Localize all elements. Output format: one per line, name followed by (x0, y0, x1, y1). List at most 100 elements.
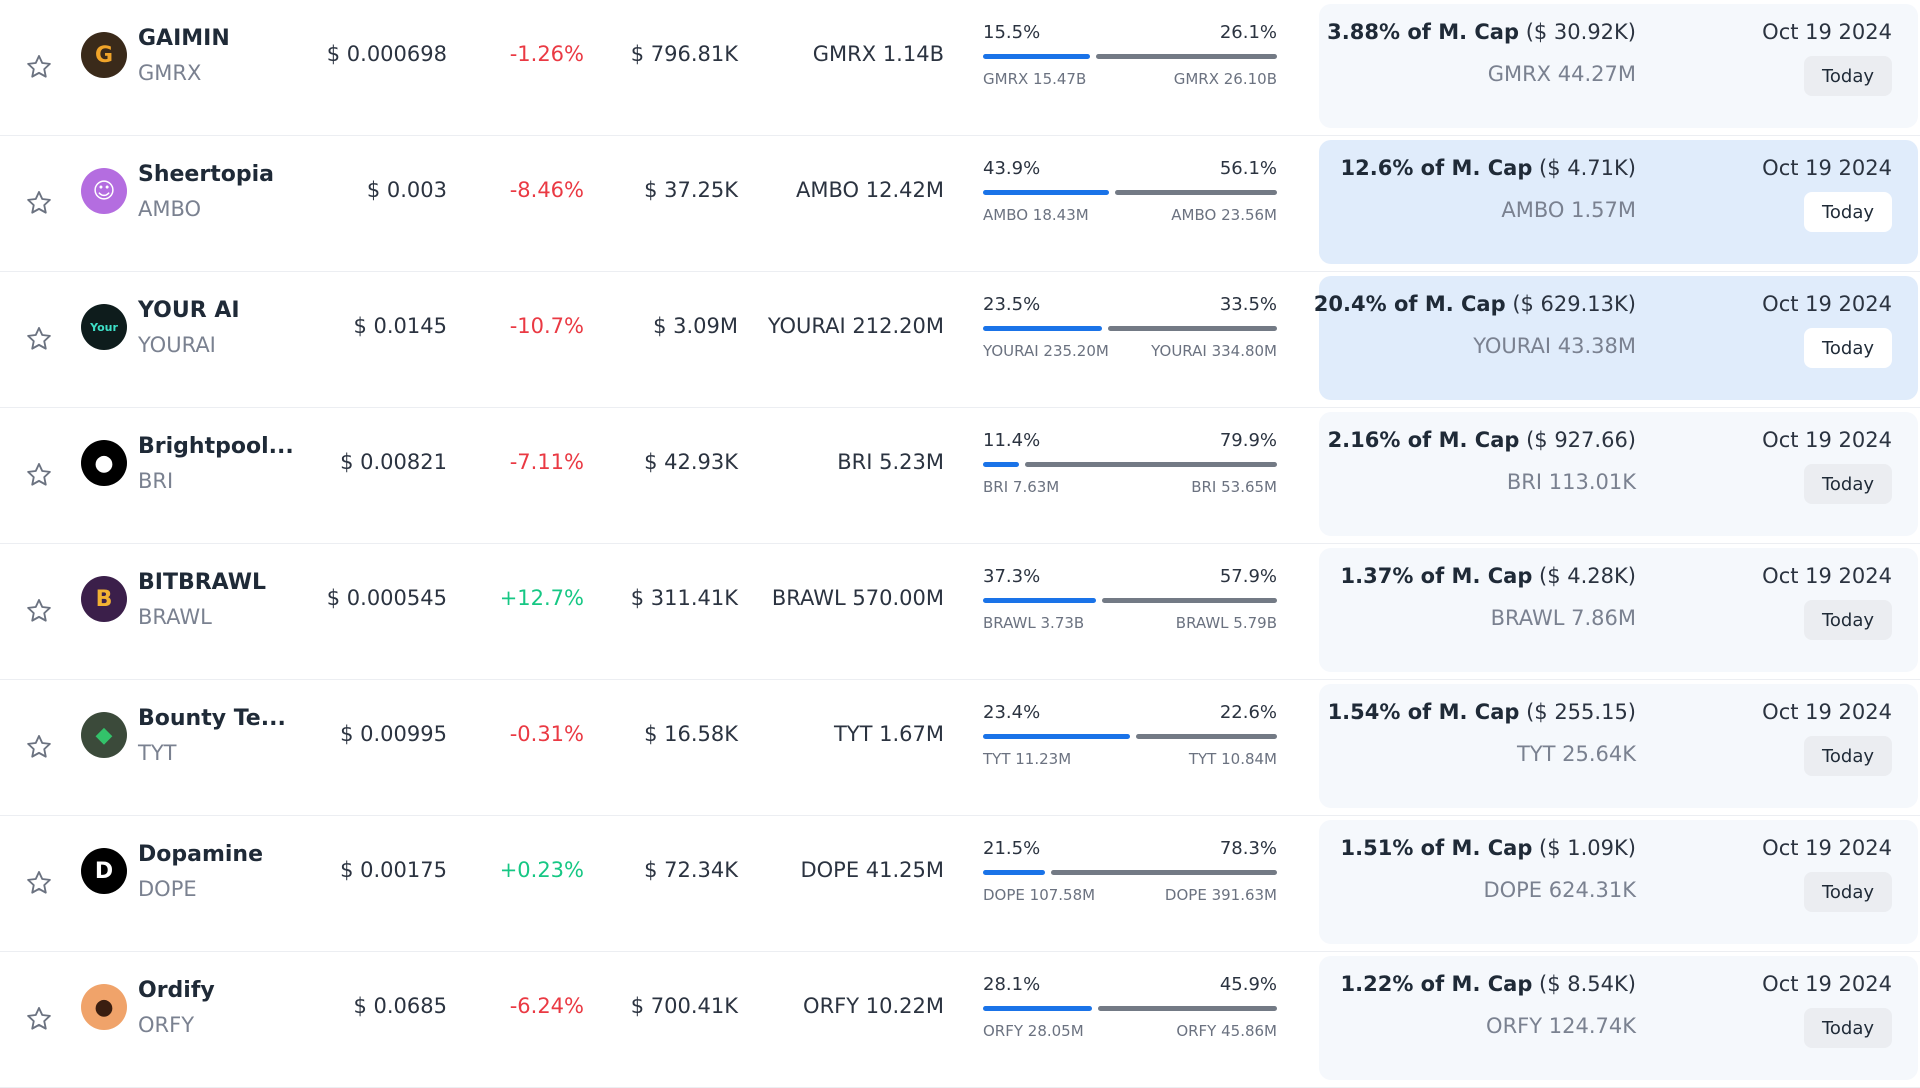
price-change: -1.26% (509, 42, 584, 66)
token-symbol: TYT (138, 741, 177, 765)
today-badge: Today (1804, 736, 1892, 776)
unlock-progress: 15.5% 26.1% GMRX 15.47B GMRX 26.10B (983, 22, 1277, 92)
trading-volume: $ 796.81K (630, 42, 738, 66)
unlock-progress: 11.4% 79.9% BRI 7.63M BRI 53.65M (983, 430, 1277, 500)
table-row[interactable]: ● Ordify ORFY $ 0.0685 -6.24% $ 700.41K … (0, 952, 1920, 1088)
price-change: +12.7% (499, 586, 584, 610)
locked-percent: 56.1% (1219, 158, 1277, 179)
table-row[interactable]: ◆ Bounty Te... TYT $ 0.00995 -0.31% $ 16… (0, 680, 1920, 816)
token-name[interactable]: Brightpool... (138, 434, 294, 459)
unlocked-amount: BRI 7.63M (983, 478, 1060, 496)
next-unlock-panel[interactable]: 1.37% of M. Cap ($ 4.28K) BRAWL 7.86M Oc… (1319, 548, 1918, 672)
unlocked-bar (983, 326, 1102, 331)
token-price: $ 0.00175 (340, 858, 447, 882)
trading-volume: $ 42.93K (644, 450, 738, 474)
token-name[interactable]: Dopamine (138, 842, 264, 867)
trading-volume: $ 37.25K (644, 178, 738, 202)
unlock-progress: 23.5% 33.5% YOURAI 235.20M YOURAI 334.80… (983, 294, 1277, 364)
unlocked-percent: 23.4% (983, 702, 1041, 723)
star-icon[interactable] (24, 460, 54, 490)
circulating-supply: BRI 5.23M (837, 450, 944, 474)
token-price: $ 0.00821 (340, 450, 447, 474)
unlock-token-amount: GMRX 44.27M (1487, 62, 1636, 86)
locked-amount: TYT 10.84M (1188, 750, 1277, 768)
token-logo-icon: D (81, 848, 127, 894)
token-symbol: BRI (138, 469, 174, 493)
star-icon[interactable] (24, 596, 54, 626)
token-logo-icon: ● (81, 984, 127, 1030)
unlock-date: Oct 19 2024 (1762, 564, 1892, 588)
unlock-market-cap-share: 20.4% of M. Cap ($ 629.13K) (1313, 292, 1636, 316)
star-icon[interactable] (24, 324, 54, 354)
table-row[interactable]: G GAIMIN GMRX $ 0.000698 -1.26% $ 796.81… (0, 0, 1920, 136)
unlock-date: Oct 19 2024 (1762, 292, 1892, 316)
locked-bar (1136, 734, 1277, 739)
unlocked-bar (983, 462, 1019, 467)
locked-percent: 79.9% (1219, 430, 1277, 451)
token-symbol: DOPE (138, 877, 197, 901)
today-badge: Today (1804, 56, 1892, 96)
next-unlock-panel[interactable]: 2.16% of M. Cap ($ 927.66) BRI 113.01K O… (1319, 412, 1918, 536)
locked-amount: ORFY 45.86M (1176, 1022, 1277, 1040)
unlock-date: Oct 19 2024 (1762, 972, 1892, 996)
next-unlock-panel[interactable]: 3.88% of M. Cap ($ 30.92K) GMRX 44.27M O… (1319, 4, 1918, 128)
star-icon[interactable] (24, 188, 54, 218)
locked-percent: 33.5% (1219, 294, 1277, 315)
token-symbol: ORFY (138, 1013, 195, 1037)
token-name[interactable]: Sheertopia (138, 162, 274, 187)
locked-amount: YOURAI 334.80M (1151, 342, 1277, 360)
unlocked-percent: 28.1% (983, 974, 1041, 995)
token-logo-icon: G (81, 32, 127, 78)
locked-bar (1108, 326, 1277, 331)
unlock-date: Oct 19 2024 (1762, 20, 1892, 44)
trading-volume: $ 16.58K (644, 722, 738, 746)
star-icon[interactable] (24, 868, 54, 898)
unlocked-percent: 15.5% (983, 22, 1041, 43)
unlock-date: Oct 19 2024 (1762, 428, 1892, 452)
table-row[interactable]: D Dopamine DOPE $ 0.00175 +0.23% $ 72.34… (0, 816, 1920, 952)
price-change: -10.7% (509, 314, 584, 338)
token-price: $ 0.000698 (326, 42, 447, 66)
next-unlock-panel[interactable]: 1.51% of M. Cap ($ 1.09K) DOPE 624.31K O… (1319, 820, 1918, 944)
circulating-supply: GMRX 1.14B (812, 42, 944, 66)
unlocked-bar (983, 1006, 1092, 1011)
star-icon[interactable] (24, 732, 54, 762)
unlock-market-cap-share: 1.54% of M. Cap ($ 255.15) (1327, 700, 1636, 724)
token-price: $ 0.000545 (326, 586, 447, 610)
unlocked-amount: DOPE 107.58M (983, 886, 1096, 904)
token-name[interactable]: Ordify (138, 978, 215, 1003)
locked-bar (1096, 54, 1277, 59)
table-row[interactable]: B BITBRAWL BRAWL $ 0.000545 +12.7% $ 311… (0, 544, 1920, 680)
next-unlock-panel[interactable]: 1.22% of M. Cap ($ 8.54K) ORFY 124.74K O… (1319, 956, 1918, 1080)
next-unlock-panel[interactable]: 12.6% of M. Cap ($ 4.71K) AMBO 1.57M Oct… (1319, 140, 1918, 264)
star-icon[interactable] (24, 1004, 54, 1034)
token-name[interactable]: YOUR AI (138, 298, 240, 323)
table-row[interactable]: ● Brightpool... BRI $ 0.00821 -7.11% $ 4… (0, 408, 1920, 544)
unlocked-amount: GMRX 15.47B (983, 70, 1087, 88)
circulating-supply: BRAWL 570.00M (771, 586, 944, 610)
today-badge: Today (1804, 464, 1892, 504)
trading-volume: $ 311.41K (630, 586, 738, 610)
today-badge: Today (1804, 192, 1892, 232)
table-row[interactable]: ☺ Sheertopia AMBO $ 0.003 -8.46% $ 37.25… (0, 136, 1920, 272)
today-badge: Today (1804, 328, 1892, 368)
table-row[interactable]: Your YOUR AI YOURAI $ 0.0145 -10.7% $ 3.… (0, 272, 1920, 408)
unlocked-percent: 23.5% (983, 294, 1041, 315)
price-change: -7.11% (509, 450, 584, 474)
token-logo-icon: ◆ (81, 712, 127, 758)
next-unlock-panel[interactable]: 1.54% of M. Cap ($ 255.15) TYT 25.64K Oc… (1319, 684, 1918, 808)
token-name[interactable]: GAIMIN (138, 26, 230, 51)
token-name[interactable]: Bounty Te... (138, 706, 286, 731)
unlock-market-cap-share: 12.6% of M. Cap ($ 4.71K) (1340, 156, 1636, 180)
unlocked-amount: TYT 11.23M (983, 750, 1072, 768)
unlock-progress: 21.5% 78.3% DOPE 107.58M DOPE 391.63M (983, 838, 1277, 908)
locked-amount: BRI 53.65M (1191, 478, 1277, 496)
price-change: -8.46% (509, 178, 584, 202)
unlock-token-amount: TYT 25.64K (1516, 742, 1636, 766)
star-icon[interactable] (24, 52, 54, 82)
next-unlock-panel[interactable]: 20.4% of M. Cap ($ 629.13K) YOURAI 43.38… (1314, 276, 1918, 400)
locked-bar (1115, 190, 1277, 195)
token-name[interactable]: BITBRAWL (138, 570, 266, 595)
unlock-token-amount: AMBO 1.57M (1501, 198, 1636, 222)
unlocked-bar (983, 598, 1096, 603)
